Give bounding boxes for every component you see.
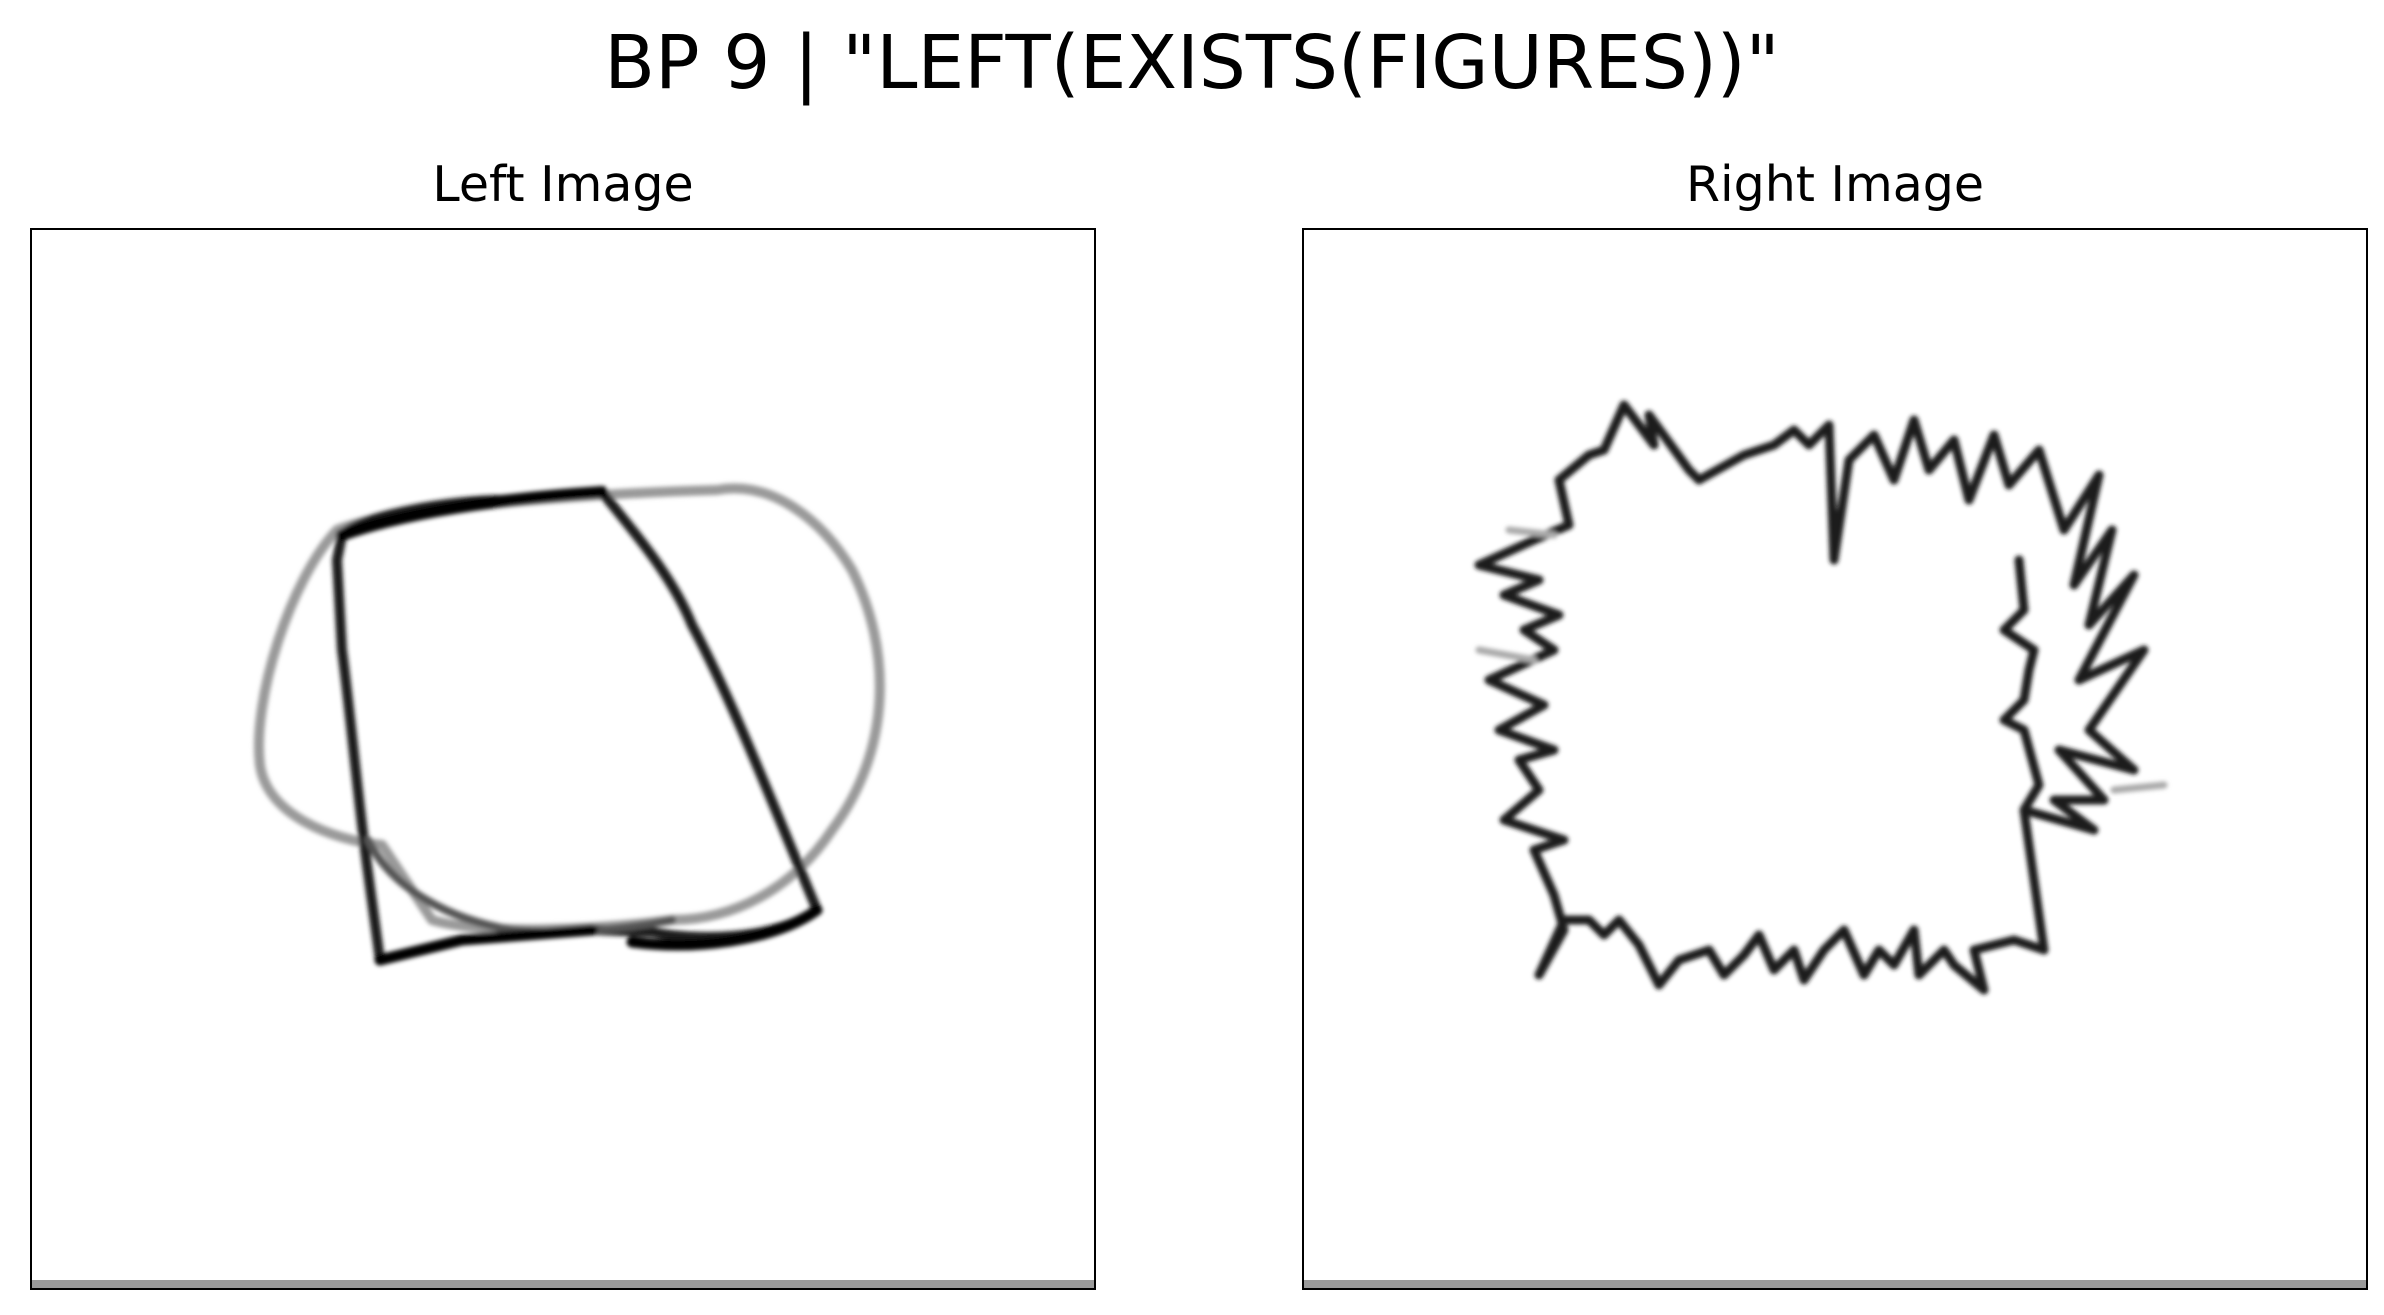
right-image-title: Right Image <box>1685 156 1985 213</box>
right-panel-bottom-strip <box>1304 1280 2366 1288</box>
figure-title: BP 9 | "LEFT(EXISTS(FIGURES))" <box>604 20 1780 106</box>
left-image-drawing <box>254 483 885 966</box>
bottom-edge <box>374 904 823 966</box>
faint-spikes <box>1475 526 2168 794</box>
left-image-panel <box>30 228 1096 1290</box>
right-image-drawing <box>1474 400 2168 995</box>
right-image-panel <box>1302 228 2368 1290</box>
left-panel-bottom-strip <box>32 1280 1094 1288</box>
top-edge <box>336 486 608 541</box>
jagged-outline <box>1474 400 2149 995</box>
left-image-title: Left Image <box>432 156 694 213</box>
inner-curve <box>364 836 676 936</box>
